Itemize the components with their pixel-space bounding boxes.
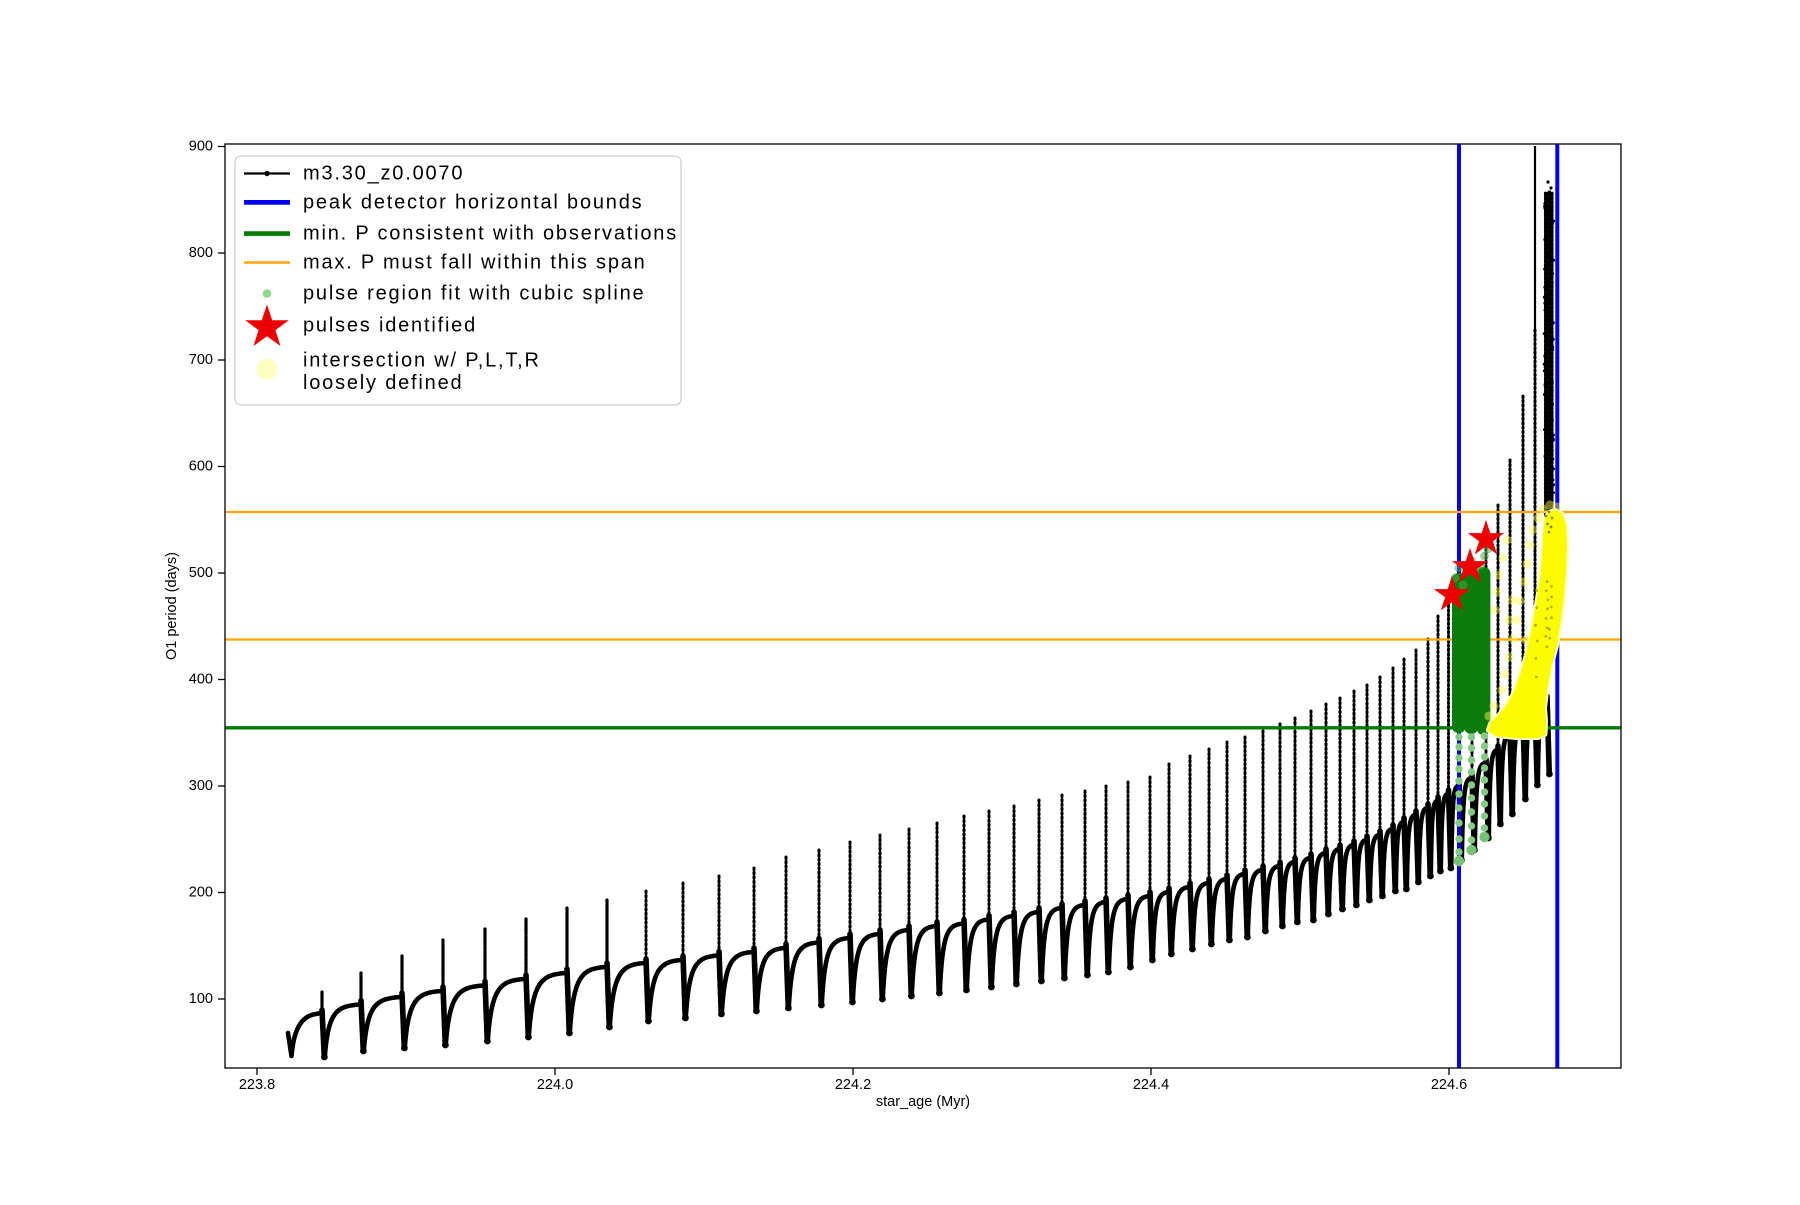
svg-text:max. P must fall within this s: max. P must fall within this span: [303, 252, 647, 274]
svg-text:900: 900: [189, 139, 213, 155]
svg-text:700: 700: [189, 352, 213, 368]
svg-text:223.8: 223.8: [239, 1077, 275, 1093]
svg-text:224.2: 224.2: [835, 1077, 871, 1093]
svg-text:300: 300: [189, 778, 213, 794]
svg-text:400: 400: [189, 672, 213, 688]
svg-text:200: 200: [189, 885, 213, 901]
svg-text:loosely defined: loosely defined: [303, 372, 463, 394]
svg-text:500: 500: [189, 565, 213, 581]
svg-text:peak detector horizontal bound: peak detector horizontal bounds: [303, 191, 643, 213]
svg-text:O1 period (days): O1 period (days): [164, 552, 180, 660]
svg-text:pulses identified: pulses identified: [303, 314, 477, 336]
svg-text:pulse region fit with cubic sp: pulse region fit with cubic spline: [303, 283, 645, 305]
svg-text:m3.30_z0.0070: m3.30_z0.0070: [303, 163, 464, 185]
svg-text:min. P consistent with observa: min. P consistent with observations: [303, 223, 678, 245]
svg-text:100: 100: [189, 991, 213, 1007]
svg-text:224.6: 224.6: [1431, 1077, 1467, 1093]
svg-text:224.4: 224.4: [1133, 1077, 1169, 1093]
svg-text:800: 800: [189, 245, 213, 261]
svg-text:600: 600: [189, 459, 213, 475]
svg-text:star_age (Myr): star_age (Myr): [876, 1094, 970, 1110]
svg-text:intersection w/ P,L,T,R: intersection w/ P,L,T,R: [303, 350, 541, 372]
svg-text:224.0: 224.0: [537, 1077, 573, 1093]
